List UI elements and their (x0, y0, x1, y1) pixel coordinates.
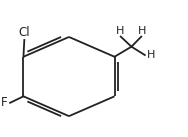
Text: H: H (147, 50, 155, 60)
Text: F: F (1, 96, 8, 109)
Text: Cl: Cl (19, 26, 30, 39)
Text: H: H (138, 25, 146, 35)
Text: H: H (116, 25, 124, 35)
